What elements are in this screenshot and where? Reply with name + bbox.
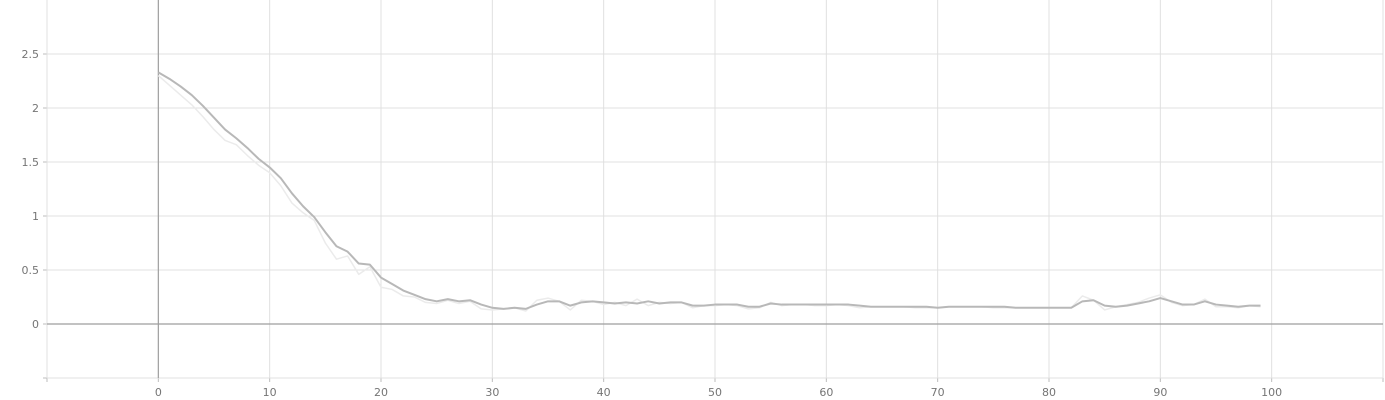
x-tick-label: 30	[485, 386, 499, 399]
plot-area	[157, 71, 1261, 312]
y-tick-label: 0.5	[22, 264, 40, 277]
x-tick-label: 60	[819, 386, 833, 399]
x-tick-label: 40	[597, 386, 611, 399]
series-line-smoothed	[157, 71, 1261, 310]
y-tick-label: 1	[32, 210, 39, 223]
x-tick-label: 70	[931, 386, 945, 399]
y-tick-label: 0	[32, 318, 39, 331]
x-tick-label: 90	[1153, 386, 1167, 399]
x-tick-label: 100	[1261, 386, 1282, 399]
grid	[47, 0, 1384, 378]
series-line-raw	[157, 75, 1261, 312]
y-tick-label: 1.5	[22, 156, 40, 169]
y-tick-label: 2.5	[22, 48, 40, 61]
x-tick-label: 10	[263, 386, 277, 399]
y-tick-label: 2	[32, 102, 39, 115]
tick-labels: 0 10 20 30 40 50 60 70 80 90 100 0 0.5 1 1.5 2 2.5	[22, 48, 1283, 399]
x-tick-label: 50	[708, 386, 722, 399]
x-tick-label: 0	[155, 386, 162, 399]
x-tick-label: 80	[1042, 386, 1056, 399]
axes	[43, 0, 1384, 382]
x-tick-label: 20	[374, 386, 388, 399]
